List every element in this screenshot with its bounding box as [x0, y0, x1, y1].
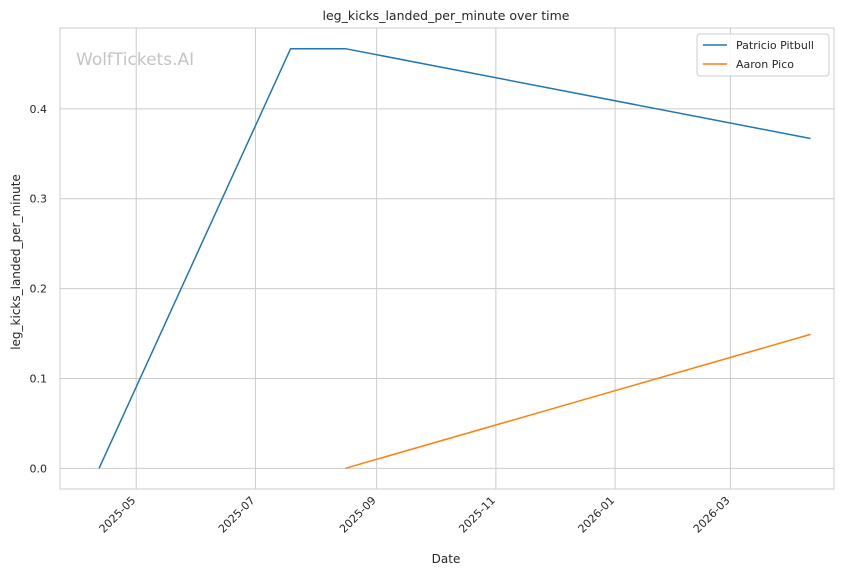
x-tick-label: 2026-03 [691, 494, 733, 536]
x-tick-label: 2025-11 [456, 494, 498, 536]
y-tick-label: 0.1 [30, 372, 48, 385]
series-line-1 [345, 333, 811, 470]
legend-label-1: Aaron Pico [736, 58, 794, 71]
y-tick-label: 0.0 [30, 462, 48, 475]
plot-area [59, 27, 835, 490]
x-tick-label: 2025-05 [97, 494, 139, 536]
series-layer [98, 47, 811, 470]
y-axis-label: leg_kicks_landed_per_minute [9, 174, 23, 350]
y-tick-label: 0.3 [30, 193, 48, 206]
legend: Patricio Pitbull Aaron Pico [696, 33, 830, 77]
grid [60, 28, 834, 489]
legend-frame [696, 33, 830, 77]
watermark: WolfTickets.AI [76, 50, 194, 70]
y-axis: 0.0 0.1 0.2 0.3 0.4 [30, 103, 48, 475]
chart-title: leg_kicks_landed_per_minute over time [323, 8, 570, 23]
series-line-0 [98, 47, 811, 469]
x-tick-label: 2025-07 [216, 494, 258, 536]
y-tick-label: 0.2 [30, 283, 48, 296]
x-tick-label: 2026-01 [576, 494, 618, 536]
x-axis: 2025-05 2025-07 2025-09 2025-11 2026-01 2026-… [97, 494, 733, 536]
legend-label-0: Patricio Pitbull [736, 39, 814, 52]
x-tick-label: 2025-09 [337, 494, 379, 536]
x-axis-label: Date [432, 552, 461, 566]
y-tick-label: 0.4 [30, 103, 48, 116]
